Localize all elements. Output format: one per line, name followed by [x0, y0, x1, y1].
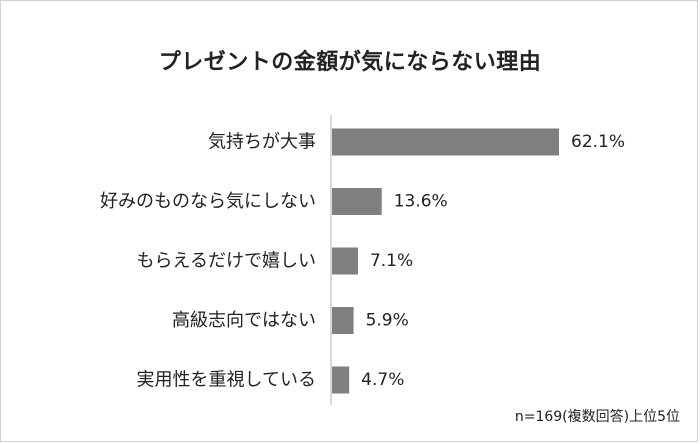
- category-label: 高級志向ではない: [172, 310, 316, 331]
- chart-title: プレゼントの金額が気にならない理由: [158, 50, 542, 75]
- bar: [332, 128, 559, 156]
- value-label: 62.1%: [571, 132, 625, 152]
- category-label: もらえるだけで嬉しい: [137, 251, 316, 272]
- sample-size-note: n=169(複数回答)上位5位: [514, 409, 680, 425]
- bar: [332, 366, 350, 394]
- bar: [332, 188, 382, 215]
- category-label: 実用性を重視している: [137, 370, 316, 391]
- value-label: 4.7%: [361, 370, 404, 390]
- value-label: 13.6%: [394, 192, 448, 212]
- category-label: 好みのものなら気にしない: [100, 191, 316, 212]
- value-label: 7.1%: [370, 251, 413, 271]
- bars-group: 気持ちが大事 62.1% 好みのものなら気にしない 13.6% もらえるだけで嬉しい 7.…: [100, 128, 625, 394]
- value-label: 5.9%: [366, 311, 409, 331]
- category-label: 気持ちが大事: [208, 132, 316, 153]
- bar: [332, 247, 358, 275]
- bar: [332, 307, 354, 334]
